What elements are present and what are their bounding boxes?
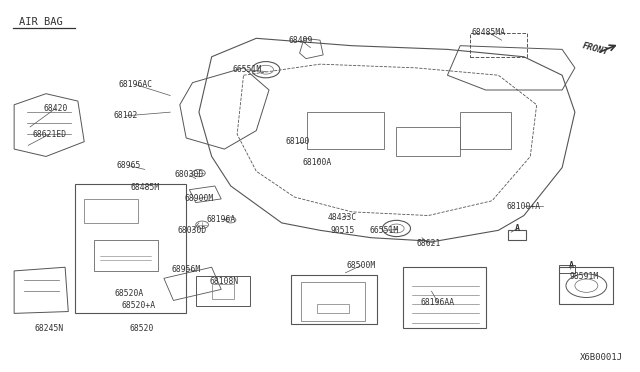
Text: 66551M: 66551M <box>369 226 398 235</box>
Bar <box>559 267 613 304</box>
Text: X6B0001J: X6B0001J <box>580 353 623 362</box>
Bar <box>196 276 250 306</box>
Text: 68196AC: 68196AC <box>118 80 152 89</box>
Text: 68520: 68520 <box>129 324 154 333</box>
Bar <box>396 127 460 157</box>
Text: 68030D: 68030D <box>178 226 207 235</box>
Text: 68196AA: 68196AA <box>421 298 455 307</box>
Bar <box>301 282 365 321</box>
Text: 68100+A: 68100+A <box>507 202 541 211</box>
Bar <box>291 275 378 324</box>
Text: 68500M: 68500M <box>347 261 376 270</box>
Bar <box>317 304 349 313</box>
Text: 48433C: 48433C <box>328 213 357 222</box>
Bar <box>470 33 527 57</box>
Text: FRONT: FRONT <box>581 41 609 57</box>
Text: A: A <box>569 261 574 270</box>
Text: 68520A: 68520A <box>114 289 143 298</box>
Text: 68245N: 68245N <box>35 324 64 333</box>
Text: 68196A: 68196A <box>207 215 236 224</box>
Text: 68100: 68100 <box>285 137 310 146</box>
Bar <box>84 199 138 223</box>
Bar <box>460 112 511 149</box>
Text: 68030D: 68030D <box>175 170 204 179</box>
Text: AIR BAG: AIR BAG <box>19 17 62 27</box>
Text: 68485M: 68485M <box>130 183 159 192</box>
Text: 68108N: 68108N <box>210 278 239 286</box>
Bar <box>403 267 486 328</box>
Bar <box>559 264 575 273</box>
Text: 68102: 68102 <box>113 111 138 121</box>
Text: A: A <box>515 224 520 233</box>
Text: 68499: 68499 <box>289 36 313 45</box>
Text: 90515: 90515 <box>330 226 355 235</box>
Text: 68520+A: 68520+A <box>122 301 156 311</box>
Bar <box>307 112 384 149</box>
Text: 68621: 68621 <box>416 239 440 248</box>
Text: 68965: 68965 <box>116 161 141 170</box>
Text: 68900M: 68900M <box>184 195 214 203</box>
Bar <box>75 184 186 313</box>
Text: 66551M: 66551M <box>232 65 261 74</box>
Text: 68956M: 68956M <box>172 264 201 273</box>
Text: 68420: 68420 <box>44 104 68 113</box>
Text: 98591M: 98591M <box>570 272 599 281</box>
Text: 68485MA: 68485MA <box>472 28 506 37</box>
Text: 68100A: 68100A <box>302 157 332 167</box>
Bar <box>508 230 526 240</box>
Text: 68621ED: 68621ED <box>32 130 67 139</box>
Bar <box>94 240 157 271</box>
Bar <box>212 284 234 299</box>
